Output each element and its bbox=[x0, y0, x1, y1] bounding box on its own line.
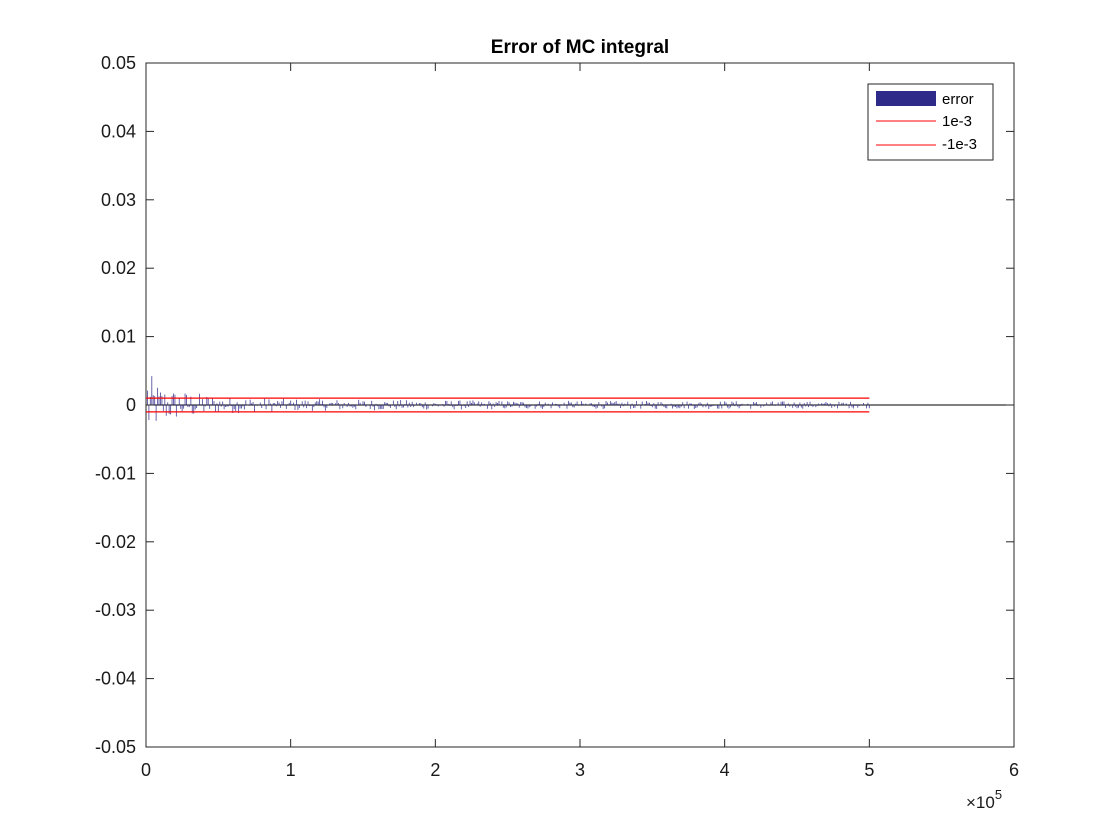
y-tick-label: -0.04 bbox=[95, 669, 136, 689]
x-axis: 0 1 2 3 4 5 6 bbox=[141, 63, 1019, 780]
x-tick-label: 4 bbox=[720, 760, 730, 780]
y-tick-label: 0.05 bbox=[101, 53, 136, 73]
x-tick-label: 6 bbox=[1009, 760, 1019, 780]
chart-title: Error of MC integral bbox=[491, 37, 669, 58]
error-bars bbox=[146, 376, 870, 421]
legend-swatch-error bbox=[876, 91, 936, 106]
y-tick-label: 0.01 bbox=[101, 327, 136, 347]
y-tick-label: 0 bbox=[126, 395, 136, 415]
legend-label-error: error bbox=[942, 91, 974, 108]
legend-label-neg: -1e-3 bbox=[942, 136, 977, 153]
y-tick-label: 0.02 bbox=[101, 258, 136, 278]
x-tick-label: 0 bbox=[141, 760, 151, 780]
x-tick-label: 1 bbox=[286, 760, 296, 780]
reference-lines bbox=[146, 397, 870, 413]
legend-label-pos: 1e-3 bbox=[942, 113, 972, 130]
y-tick-label: -0.05 bbox=[95, 737, 136, 757]
x-tick-label: 5 bbox=[864, 760, 874, 780]
x-exponent-label: ×105 bbox=[966, 787, 1002, 812]
y-tick-label: -0.01 bbox=[95, 463, 136, 483]
y-tick-label: 0.04 bbox=[101, 121, 136, 141]
y-tick-label: -0.03 bbox=[95, 600, 136, 620]
x-exponent-power: 5 bbox=[995, 787, 1002, 802]
x-tick-label: 2 bbox=[430, 760, 440, 780]
x-exponent-base: ×10 bbox=[966, 793, 995, 812]
y-tick-label: -0.02 bbox=[95, 532, 136, 552]
legend: error 1e-3 -1e-3 bbox=[867, 83, 994, 161]
x-tick-label: 3 bbox=[575, 760, 585, 780]
y-axis: -0.05 -0.04 -0.03 -0.02 -0.01 0 0.01 0.02 0.03 0.… bbox=[95, 53, 1014, 757]
y-tick-label: 0.03 bbox=[101, 190, 136, 210]
